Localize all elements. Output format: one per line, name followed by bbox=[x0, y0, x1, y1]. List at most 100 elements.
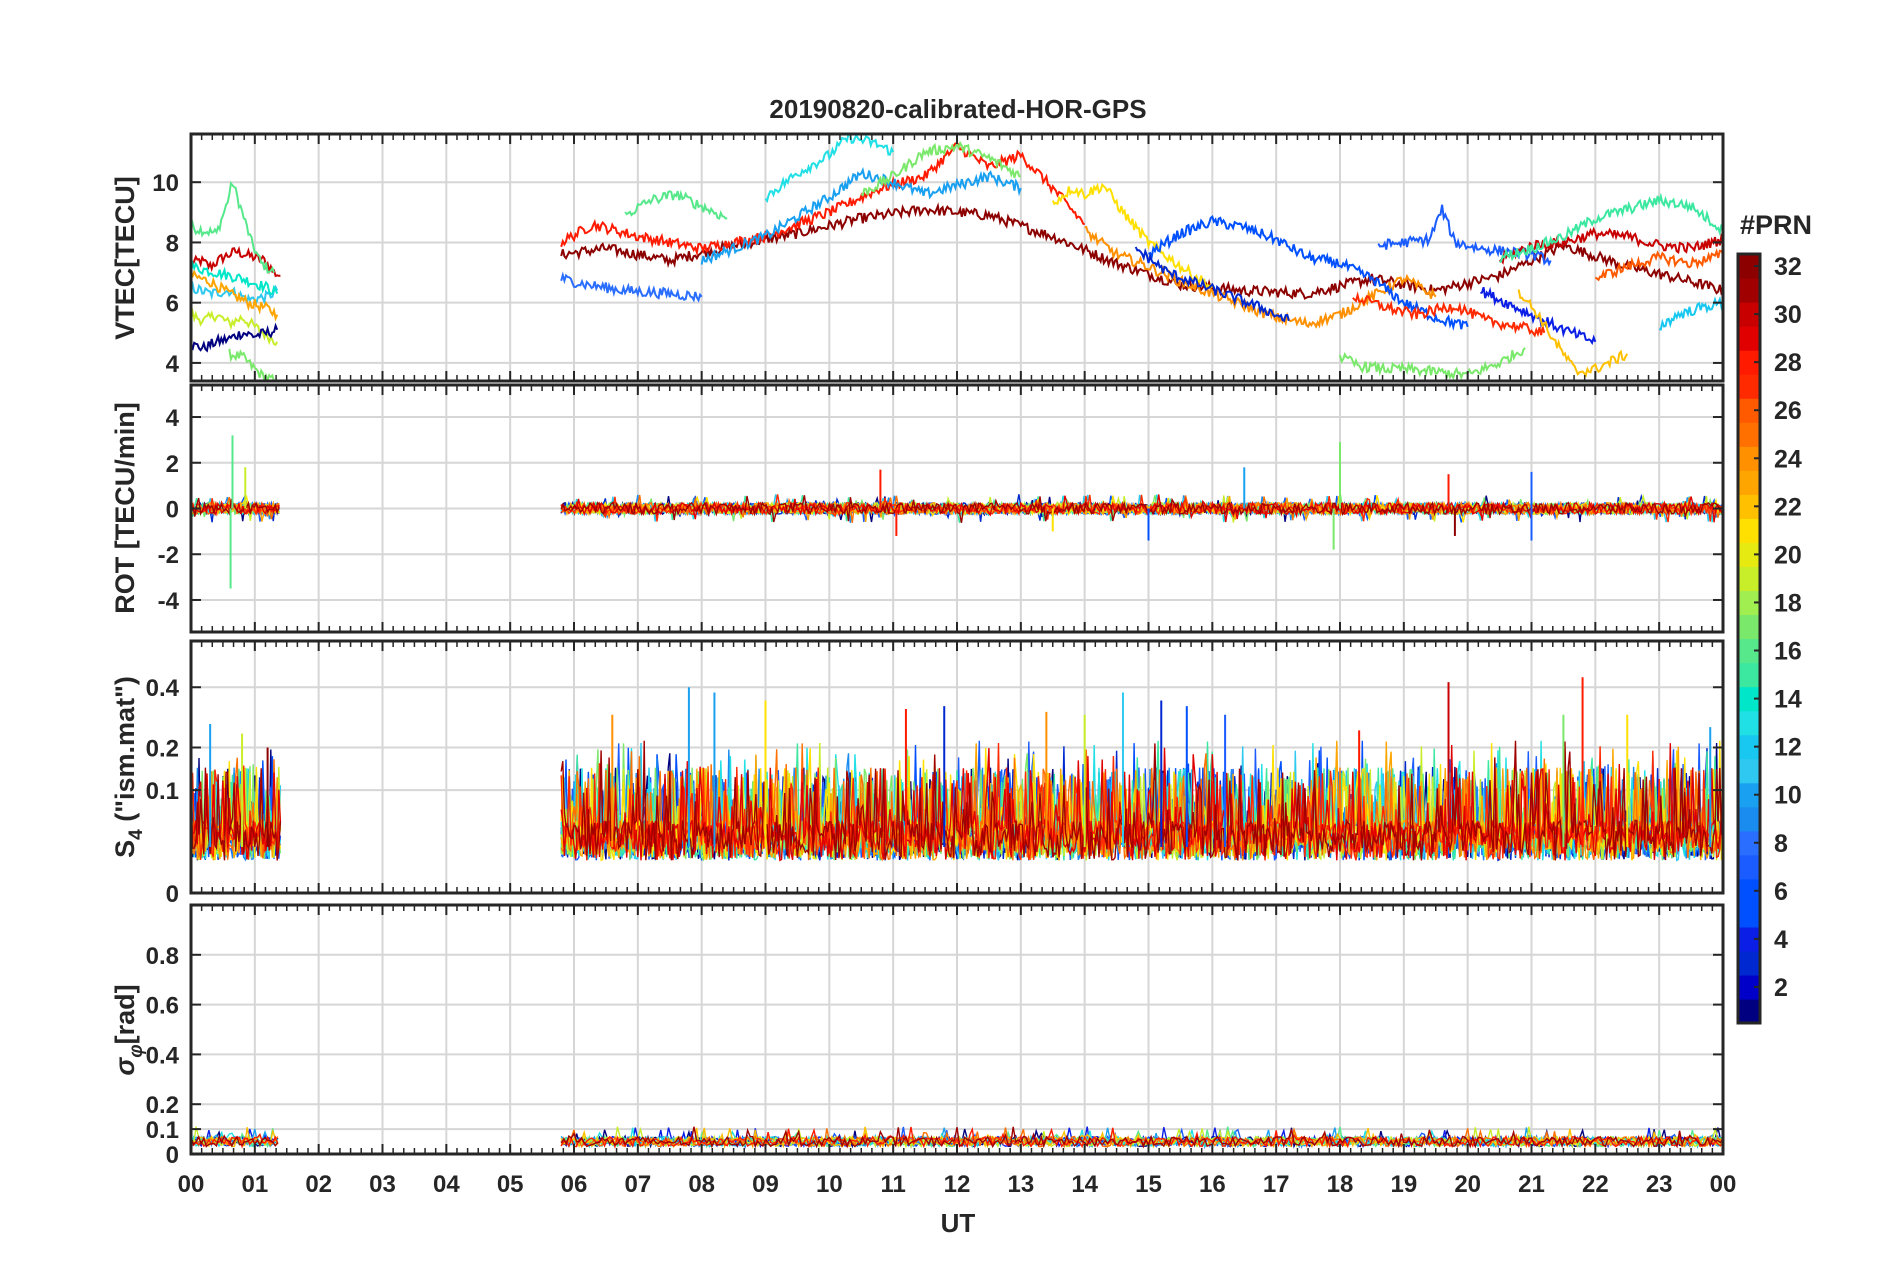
y-tick-label: 0.2 bbox=[146, 736, 179, 763]
x-tick-label: 02 bbox=[305, 1171, 332, 1198]
colorbar-level bbox=[1738, 494, 1760, 519]
y-tick-label: 10 bbox=[152, 170, 179, 197]
colorbar-level bbox=[1738, 758, 1760, 784]
chart-title: 20190820-calibrated-HOR-GPS bbox=[769, 94, 1146, 124]
colorbar-level bbox=[1738, 470, 1760, 495]
colorbar-level bbox=[1738, 974, 1760, 1000]
x-tick-label: 01 bbox=[241, 1171, 268, 1198]
sigma-phi-axes-box bbox=[189, 903, 1725, 1156]
x-tick-label: 06 bbox=[561, 1171, 588, 1198]
rot-series-line bbox=[190, 497, 280, 517]
colorbar-level bbox=[1738, 854, 1760, 880]
s4-panel: 0 0.1 0.2 0.4 S4 ("ism.mat") bbox=[110, 639, 1725, 908]
vtec-series-line bbox=[1659, 295, 1724, 331]
vtec-series-line bbox=[228, 348, 275, 384]
y-tick-label: 4 bbox=[166, 405, 180, 432]
x-tick-label: 10 bbox=[816, 1171, 843, 1198]
x-tick-label: 18 bbox=[1327, 1171, 1354, 1198]
colorbar-level bbox=[1738, 686, 1760, 712]
colorbar-frame bbox=[1736, 252, 1762, 1025]
sigma-phi-ylabel-sub: φ bbox=[126, 1044, 147, 1057]
colorbar-level bbox=[1738, 638, 1760, 664]
y-tick-label: 6 bbox=[166, 291, 179, 318]
s4-series bbox=[190, 677, 1724, 862]
colorbar-level bbox=[1738, 950, 1760, 976]
colorbar-level bbox=[1738, 734, 1760, 760]
x-tick-label: 16 bbox=[1199, 1171, 1226, 1198]
y-tick-label: 0 bbox=[166, 1142, 179, 1169]
colorbar-tick-label: 14 bbox=[1774, 686, 1802, 714]
rot-series-line bbox=[560, 495, 1723, 523]
x-tick-label: 17 bbox=[1263, 1171, 1290, 1198]
y-tick-label: 0.4 bbox=[146, 1042, 180, 1069]
rot-ytick-labels: -4 -2 0 2 4 bbox=[158, 405, 180, 615]
s4-grid bbox=[191, 641, 1723, 893]
y-tick-label: 4 bbox=[166, 351, 180, 378]
vtec-series-line bbox=[560, 271, 703, 303]
colorbar-level bbox=[1738, 902, 1760, 928]
s4-ylabel: S4 ("ism.mat") bbox=[110, 676, 147, 858]
vtec-series-line bbox=[190, 268, 279, 322]
vtec-series-line bbox=[1594, 248, 1724, 282]
vtec-series-line bbox=[190, 322, 279, 353]
colorbar-level bbox=[1738, 926, 1760, 952]
x-tick-label: 23 bbox=[1646, 1171, 1673, 1198]
x-tick-label: 00 bbox=[178, 1171, 205, 1198]
vtec-series-line bbox=[1134, 246, 1290, 323]
s4-ytick-labels: 0 0.1 0.2 0.4 bbox=[146, 675, 180, 908]
vtec-ylabel: VTEC[TECU] bbox=[110, 176, 140, 340]
vtec-series-line bbox=[190, 181, 275, 274]
y-tick-label: 0.1 bbox=[146, 778, 179, 805]
x-tick-label: 14 bbox=[1071, 1171, 1098, 1198]
vtec-series-line bbox=[1480, 286, 1597, 346]
colorbar-level bbox=[1738, 518, 1760, 543]
x-tick-labels: 00 01 02 03 04 05 06 07 08 09 10 11 12 13 14 15 16 17 18 19… bbox=[178, 1171, 1737, 1198]
sigma-phi-grid bbox=[191, 905, 1723, 1154]
sigma-phi-ylabel: σφ[rad] bbox=[110, 984, 147, 1075]
vtec-ytick-labels: 4 6 8 10 bbox=[152, 170, 179, 378]
sigma-phi-ylabel-rest: [rad] bbox=[110, 984, 140, 1044]
y-tick-label: 0.2 bbox=[146, 1092, 179, 1119]
s4-series-line bbox=[190, 763, 282, 861]
colorbar-level bbox=[1738, 590, 1760, 616]
x-tick-label: 19 bbox=[1390, 1171, 1417, 1198]
colorbar-level bbox=[1738, 278, 1760, 303]
x-tick-label: 21 bbox=[1518, 1171, 1545, 1198]
rot-axes-box bbox=[189, 383, 1725, 634]
colorbar-level bbox=[1738, 806, 1760, 832]
colorbar-gradient bbox=[1738, 254, 1760, 1024]
colorbar-tick-label: 2 bbox=[1774, 974, 1788, 1002]
colorbar-tick-label: 10 bbox=[1774, 782, 1802, 810]
vtec-series-line bbox=[1051, 182, 1214, 293]
x-axis-label: UT bbox=[941, 1208, 976, 1238]
s4-ylabel-rest: ("ism.mat") bbox=[110, 676, 140, 829]
colorbar-level bbox=[1738, 614, 1760, 640]
vtec-series-line bbox=[1352, 291, 1546, 338]
sigma-phi-series-line bbox=[190, 1134, 279, 1148]
colorbar-level bbox=[1738, 542, 1760, 568]
colorbar-tick-label: 6 bbox=[1774, 878, 1788, 906]
vtec-axes-box bbox=[189, 132, 1725, 383]
y-tick-label: 0 bbox=[166, 881, 179, 908]
vtec-panel: 4 6 8 10 VTEC[TECU] bbox=[110, 132, 1725, 384]
colorbar-level bbox=[1738, 326, 1760, 351]
colorbar-tick-label: 18 bbox=[1774, 589, 1802, 617]
colorbar-tick-label: 24 bbox=[1774, 445, 1802, 473]
vtec-series-line bbox=[190, 307, 279, 346]
colorbar-level bbox=[1738, 782, 1760, 808]
colorbar-level bbox=[1738, 350, 1760, 375]
colorbar-tick-label: 16 bbox=[1774, 638, 1802, 666]
x-tick-label: 11 bbox=[880, 1171, 905, 1198]
sigma-phi-ylabel-main: σ bbox=[110, 1057, 140, 1076]
colorbar-tick-label: 22 bbox=[1774, 493, 1802, 521]
x-tick-label: 22 bbox=[1582, 1171, 1609, 1198]
colorbar-level bbox=[1738, 446, 1760, 471]
colorbar-level bbox=[1738, 998, 1760, 1024]
colorbar-level bbox=[1738, 302, 1760, 327]
x-tick-label: 12 bbox=[944, 1171, 971, 1198]
vtec-series-line bbox=[700, 166, 1022, 265]
y-tick-label: 0.6 bbox=[146, 993, 179, 1020]
x-tick-label: 05 bbox=[497, 1171, 524, 1198]
x-tick-label: 03 bbox=[369, 1171, 396, 1198]
